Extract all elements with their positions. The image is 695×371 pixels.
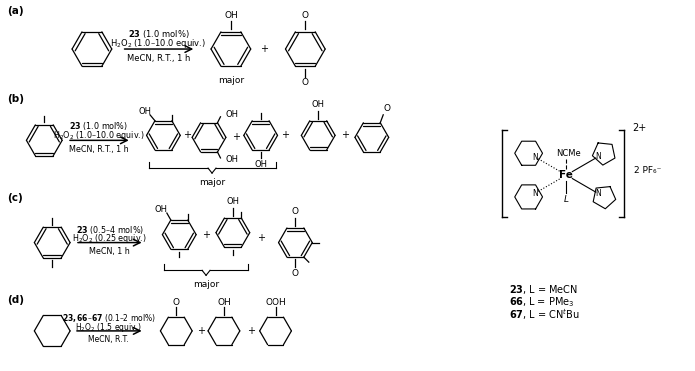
- Text: OH: OH: [138, 107, 152, 116]
- Text: +: +: [247, 326, 255, 336]
- Text: 2+: 2+: [632, 124, 646, 134]
- Text: OH: OH: [227, 197, 239, 206]
- Text: 2 PF₆⁻: 2 PF₆⁻: [634, 165, 661, 175]
- Text: OH: OH: [225, 110, 238, 119]
- Text: $\mathbf{23, 66–67}$ (0.1–2 mol%): $\mathbf{23, 66–67}$ (0.1–2 mol%): [62, 312, 156, 324]
- Text: $\mathbf{23}$, L = MeCN: $\mathbf{23}$, L = MeCN: [509, 283, 578, 296]
- Text: H$_2$O$_2$ (1.5 equiv.): H$_2$O$_2$ (1.5 equiv.): [75, 321, 142, 334]
- Text: H$_2$O$_2$ (0.25 equiv.): H$_2$O$_2$ (0.25 equiv.): [72, 232, 147, 245]
- Text: +: +: [281, 130, 290, 140]
- Text: N: N: [532, 188, 538, 198]
- Text: O: O: [383, 104, 390, 114]
- Text: major: major: [193, 280, 219, 289]
- Text: OH: OH: [254, 160, 267, 169]
- Text: MeCN, R.T., 1 h: MeCN, R.T., 1 h: [69, 145, 129, 154]
- Text: +: +: [183, 130, 191, 140]
- Text: OOH: OOH: [265, 298, 286, 306]
- Text: L: L: [564, 196, 569, 204]
- Text: +: +: [197, 326, 205, 336]
- Text: +: +: [260, 44, 268, 54]
- Text: H$_2$O$_2$ (1.0–10.0 equiv.): H$_2$O$_2$ (1.0–10.0 equiv.): [53, 129, 145, 142]
- Text: O: O: [173, 298, 180, 306]
- Text: major: major: [199, 178, 225, 187]
- Text: +: +: [341, 130, 349, 140]
- Text: OH: OH: [312, 100, 325, 109]
- Text: MeCN, 1 h: MeCN, 1 h: [90, 247, 130, 256]
- Text: (a): (a): [8, 6, 24, 16]
- Text: +: +: [202, 230, 210, 240]
- Text: N: N: [596, 189, 601, 198]
- Text: (b): (b): [8, 94, 24, 104]
- Text: OH: OH: [224, 11, 238, 20]
- Text: $\mathbf{67}$, L = CN$^t$Bu: $\mathbf{67}$, L = CN$^t$Bu: [509, 308, 580, 322]
- Text: N: N: [596, 152, 601, 161]
- Text: $\mathbf{23}$ (1.0 mol%): $\mathbf{23}$ (1.0 mol%): [70, 121, 129, 132]
- Text: $\mathbf{23}$ (0.5–4 mol%): $\mathbf{23}$ (0.5–4 mol%): [76, 224, 144, 236]
- Text: OH: OH: [225, 155, 238, 164]
- Text: Fe: Fe: [559, 170, 573, 180]
- Text: $\mathbf{66}$, L = PMe$_3$: $\mathbf{66}$, L = PMe$_3$: [509, 295, 574, 309]
- Text: MeCN, R.T., 1 h: MeCN, R.T., 1 h: [126, 55, 190, 63]
- Text: $\mathbf{23}$ (1.0 mol%): $\mathbf{23}$ (1.0 mol%): [128, 28, 189, 40]
- Text: OH: OH: [217, 298, 231, 306]
- Text: H$_2$O$_2$ (1.0–10.0 equiv.): H$_2$O$_2$ (1.0–10.0 equiv.): [111, 37, 206, 50]
- Text: major: major: [218, 76, 244, 85]
- Text: O: O: [302, 78, 309, 87]
- Text: +: +: [232, 132, 240, 142]
- Text: +: +: [256, 233, 265, 243]
- Text: (d): (d): [8, 295, 24, 305]
- Text: NCMe: NCMe: [556, 149, 581, 158]
- Text: OH: OH: [154, 204, 167, 214]
- Text: O: O: [292, 269, 299, 278]
- Text: O: O: [302, 11, 309, 20]
- Text: O: O: [292, 207, 299, 216]
- Text: (c): (c): [8, 193, 24, 203]
- Text: N: N: [532, 152, 538, 162]
- Text: MeCN, R.T.: MeCN, R.T.: [88, 335, 129, 344]
